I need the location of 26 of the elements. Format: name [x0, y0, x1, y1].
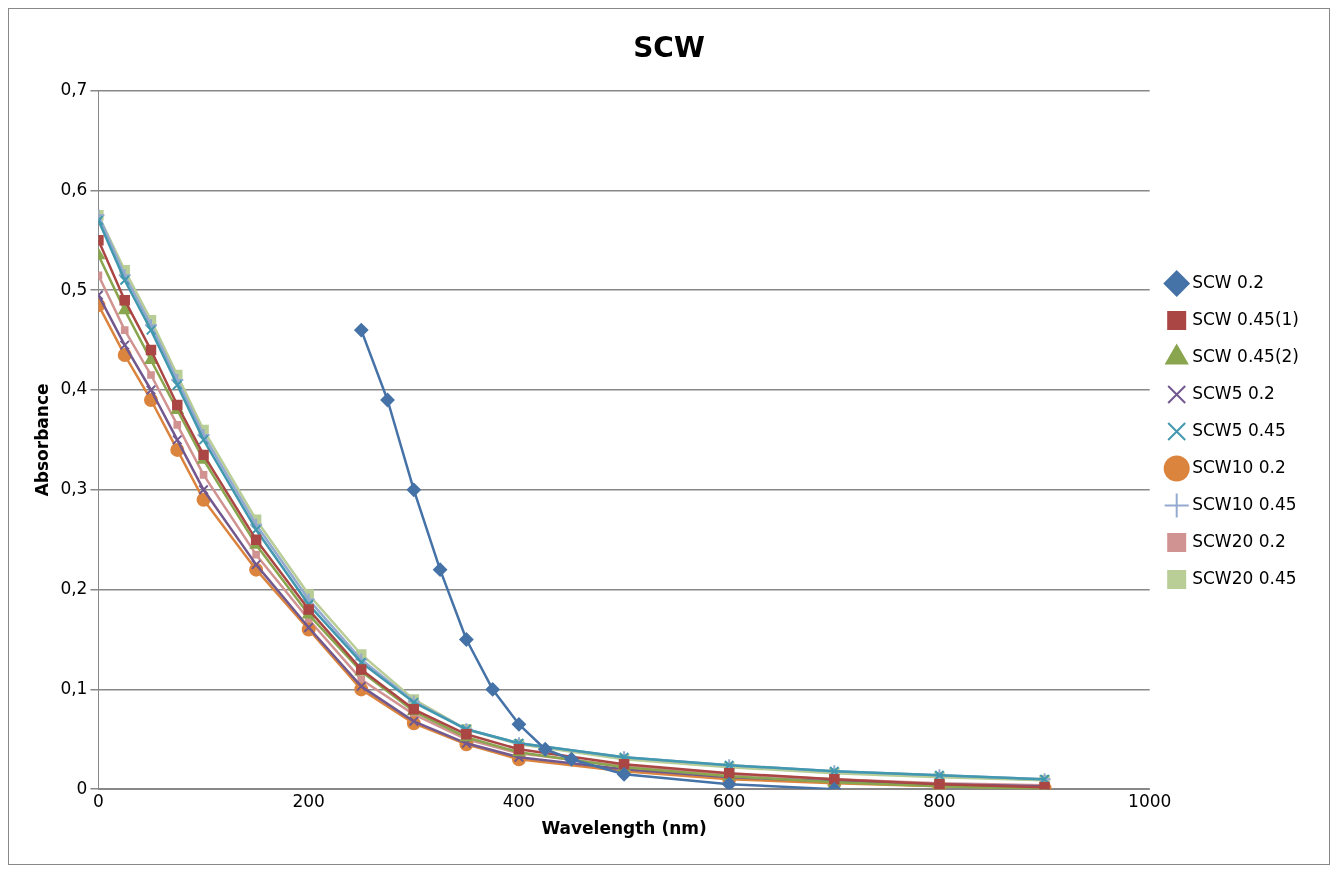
x-tick-label: 400	[502, 790, 536, 811]
legend-label: SCW 0.2	[1192, 271, 1265, 292]
legend-label: SCW5 0.45	[1192, 419, 1286, 440]
legend-label: SCW10 0.45	[1192, 493, 1297, 514]
legend-label: SCW 0.45(2)	[1192, 345, 1300, 366]
y-tick-label: 0	[76, 777, 88, 798]
legend-label: SCW 0.45(1)	[1192, 308, 1300, 329]
x-tick-label: 600	[712, 790, 746, 811]
x-axis-title: Wavelength (nm)	[541, 818, 707, 839]
y-tick-label: 0,7	[60, 79, 88, 100]
y-tick-label: 0,6	[60, 178, 88, 199]
legend-label: SCW10 0.2	[1192, 456, 1286, 477]
legend-label: SCW20 0.45	[1192, 567, 1297, 588]
legend-label: SCW5 0.2	[1192, 382, 1275, 403]
x-tick-label: 800	[923, 790, 956, 811]
chart-title: SCW	[633, 31, 705, 65]
x-tick-label: 0	[93, 790, 104, 811]
y-tick-label: 0,3	[60, 478, 88, 499]
y-axis-title: Absorbance	[31, 383, 52, 497]
x-tick-label: 200	[292, 790, 325, 811]
y-tick-label: 0,2	[60, 578, 88, 599]
y-tick-label: 0,4	[60, 378, 88, 399]
legend-label: SCW20 0.2	[1192, 530, 1286, 551]
y-tick-label: 0,5	[60, 278, 88, 299]
x-tick-label: 1000	[1128, 790, 1172, 811]
y-tick-label: 0,1	[60, 677, 88, 698]
